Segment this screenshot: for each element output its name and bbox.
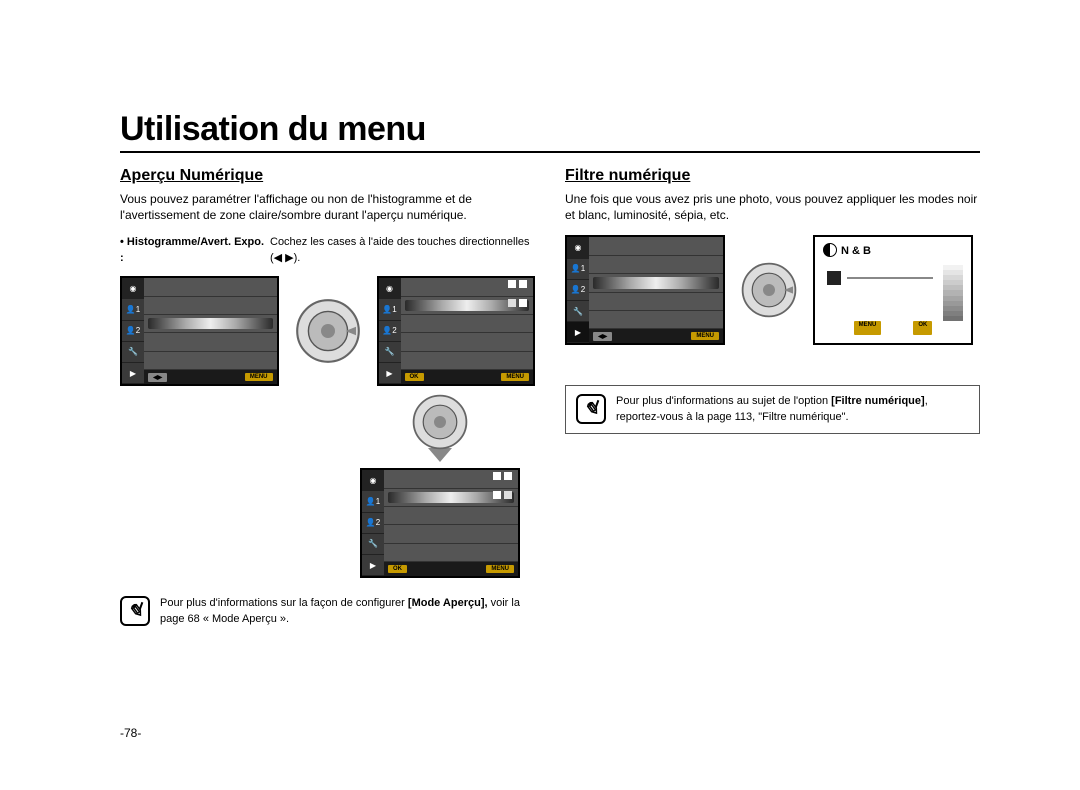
apercu-intro: Vous pouvez paramétrer l'affichage ou no… [120, 191, 535, 223]
footer-menu-btn: MENU [691, 332, 719, 340]
tab-person-1: 👤1 [567, 259, 589, 280]
lcd-screen-3: ◉ 👤1 👤2 🔧 ▶ OK [360, 468, 520, 578]
filter-gradient-scale [943, 259, 963, 321]
note-filtre: ✎ Pour plus d'informations au sujet de l… [565, 385, 980, 434]
tab-person-1: 👤1 [379, 299, 401, 320]
lcd-screen-filter-src: ◉ 👤1 👤2 🔧 ▶ ◀▶ [565, 235, 725, 345]
tab-person-1: 👤1 [122, 299, 144, 320]
page-number: -78- [120, 726, 141, 740]
footer-ok-btn: OK [388, 565, 407, 573]
tab-person-2: 👤2 [567, 280, 589, 301]
tab-wrench-icon: 🔧 [567, 301, 589, 322]
tab-camera-icon: ◉ [362, 470, 384, 491]
footer-menu-btn: MENU [245, 373, 273, 381]
note-icon: ✎ [576, 394, 606, 424]
screens-row-filter: ◉ 👤1 👤2 🔧 ▶ ◀▶ [565, 235, 980, 345]
heading-apercu: Aperçu Numérique [120, 167, 535, 185]
filtre-intro: Une fois que vous avez pris une photo, v… [565, 191, 980, 223]
lcd-screen-1: ◉ 👤1 👤2 🔧 ▶ ◀▶ [120, 276, 279, 386]
dial-right [293, 296, 363, 366]
tab-wrench-icon: 🔧 [122, 342, 144, 363]
footer-menu-btn: MENU [501, 373, 529, 381]
heading-filtre: Filtre numérique [565, 167, 980, 185]
lcd-screen-2: ◉ 👤1 👤2 🔧 ▶ OK [377, 276, 536, 386]
dial-down [410, 392, 470, 452]
tab-play-icon: ▶ [362, 555, 384, 576]
footer-menu-btn: MENU [854, 321, 882, 335]
footer-ok-btn: OK [913, 321, 932, 335]
tab-wrench-icon: 🔧 [362, 534, 384, 555]
note-filtre-text: Pour plus d'informations au sujet de l'o… [616, 394, 969, 425]
note-icon: ✎ [120, 596, 150, 626]
footer-nav-icon: ◀▶ [593, 332, 612, 341]
footer-ok-btn: OK [405, 373, 424, 381]
filter-thumb [827, 271, 841, 285]
footer-nav-icon: ◀▶ [148, 373, 167, 382]
bw-icon [823, 243, 837, 257]
bullet-label: • Histogramme/Avert. Expo. : [120, 235, 270, 266]
dial-right-2 [739, 260, 799, 320]
tab-camera-icon: ◉ [567, 237, 589, 258]
tab-person-2: 👤2 [362, 513, 384, 534]
tab-play-icon: ▶ [567, 322, 589, 343]
tab-person-2: 👤2 [122, 321, 144, 342]
filter-slider [847, 277, 933, 279]
bullet-histogram: • Histogramme/Avert. Expo. : Cochez les … [120, 235, 535, 266]
lcd-screen-filter-result: N & B MENU OK [813, 235, 973, 345]
tab-person-1: 👤1 [362, 491, 384, 512]
note-apercu: ✎ Pour plus d'informations sur la façon … [120, 596, 535, 627]
tab-play-icon: ▶ [379, 363, 401, 384]
filter-name-label: N & B [841, 245, 871, 257]
tab-wrench-icon: 🔧 [379, 342, 401, 363]
bullet-desc: Cochez les cases à l'aide des touches di… [270, 235, 535, 266]
note-apercu-text: Pour plus d'informations sur la façon de… [160, 596, 535, 627]
footer-menu-btn: MENU [486, 565, 514, 573]
screens-row-1: ◉ 👤1 👤2 🔧 ▶ ◀▶ [120, 276, 535, 386]
tab-person-2: 👤2 [379, 321, 401, 342]
page-title: Utilisation du menu [120, 110, 980, 153]
tab-camera-icon: ◉ [122, 278, 144, 299]
tab-play-icon: ▶ [122, 363, 144, 384]
right-column: Filtre numérique Une fois que vous avez … [565, 167, 980, 627]
left-column: Aperçu Numérique Vous pouvez paramétrer … [120, 167, 535, 627]
tab-camera-icon: ◉ [379, 278, 401, 299]
